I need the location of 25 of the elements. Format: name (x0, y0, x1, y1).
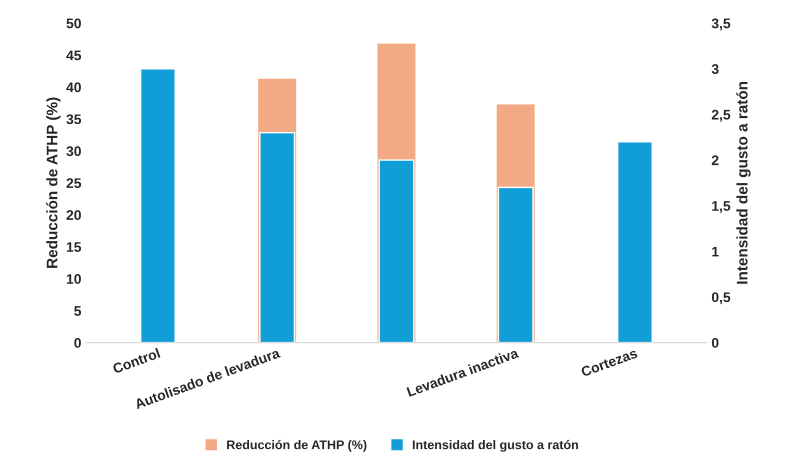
legend-label: Reducción de ATHP (%) (227, 440, 366, 452)
y2-tick-label: 0,5 (712, 292, 730, 304)
y2-tick-label: 2,5 (712, 110, 730, 122)
bar (616, 141, 653, 343)
y2-tick-label: 0 (712, 338, 719, 348)
y-tick-label: 10 (66, 274, 81, 284)
y-tick-label: 35 (66, 114, 82, 124)
y-tick-label: 25 (66, 178, 82, 188)
y2-tick-label: 3 (712, 64, 719, 74)
legend-label: Intensidad del gusto a ratón (412, 440, 578, 452)
y-tick-label: 20 (66, 210, 81, 220)
y-tick-label: 45 (66, 50, 82, 60)
y2-tick-label: 1,5 (712, 201, 730, 213)
y2-axis-title: Intensidad del gusto a ratón (736, 82, 751, 284)
y2-tick-label: 2 (712, 155, 719, 166)
bar (140, 68, 176, 343)
y-tick-label: 15 (66, 242, 82, 252)
y2-tick-label: 1 (712, 246, 719, 256)
y2-tick-label: 3,5 (712, 18, 730, 30)
y-axis-title: Reducción de ATHP (%) (46, 98, 60, 268)
y-tick-label: 40 (66, 82, 81, 92)
y-tick-label: 30 (66, 146, 81, 156)
y-tick-label: 0 (74, 338, 81, 348)
y-tick-label: 50 (66, 18, 81, 28)
y-tick-label: 5 (74, 306, 82, 316)
